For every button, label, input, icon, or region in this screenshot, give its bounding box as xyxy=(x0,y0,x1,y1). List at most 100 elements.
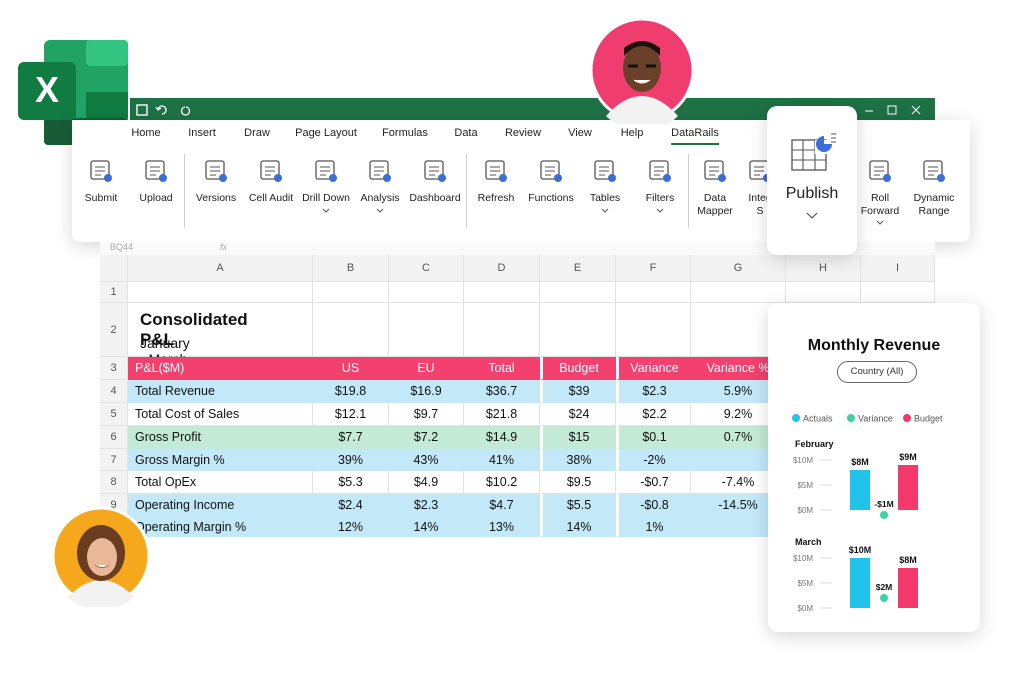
legend-label: Actuals xyxy=(803,414,833,424)
column-header: D xyxy=(464,255,540,282)
icon-accent xyxy=(274,174,282,182)
button-icon[interactable] xyxy=(702,158,728,184)
icon-frame xyxy=(315,160,335,180)
button-icon[interactable] xyxy=(921,158,947,184)
table-cell: $9.7 xyxy=(389,403,464,426)
icon-lines xyxy=(831,133,836,143)
ribbon-tab[interactable]: View xyxy=(568,127,592,139)
y-tick-label: $10M xyxy=(793,456,813,465)
bar xyxy=(850,558,870,608)
button-label[interactable]: Upload xyxy=(139,192,173,204)
icon-grid xyxy=(791,139,827,171)
table-cell: $39 xyxy=(540,380,616,403)
button-icon[interactable] xyxy=(203,158,229,184)
icon-frame xyxy=(649,160,669,180)
button-label[interactable]: Drill Down xyxy=(302,192,350,204)
card-title: Monthly Revenue xyxy=(807,337,941,354)
ribbon-tab[interactable]: Formulas xyxy=(382,127,428,139)
button-label[interactable]: Tables xyxy=(589,192,621,204)
separator xyxy=(466,154,467,228)
button-label[interactable]: Analysis xyxy=(360,192,400,204)
chevron xyxy=(806,212,818,219)
ribbon-tab[interactable]: Draw xyxy=(244,127,270,139)
button-label[interactable]: Versions xyxy=(195,192,237,204)
dropdown-chevron[interactable] xyxy=(601,208,609,214)
ribbon-tab[interactable]: DataRails xyxy=(671,127,719,145)
value-label: $2M xyxy=(876,582,893,592)
button-icon[interactable] xyxy=(538,158,564,184)
cell xyxy=(128,303,313,357)
button-label[interactable]: Functions xyxy=(528,192,574,204)
table-cell: 38% xyxy=(540,449,616,471)
dropdown-chevron[interactable] xyxy=(656,208,664,214)
cell xyxy=(389,282,464,303)
button-label[interactable]: Data Mapper xyxy=(697,192,733,217)
table-cell: Operating Margin % xyxy=(128,517,313,537)
dropdown-chevron[interactable] xyxy=(876,220,884,226)
ribbon-tab[interactable]: Help xyxy=(620,127,644,139)
table-cell: Operating Income xyxy=(128,494,313,517)
column-header: G xyxy=(691,255,786,282)
ribbon-tab[interactable]: Page Layout xyxy=(295,127,357,139)
close[interactable] xyxy=(911,105,921,115)
title-bar-icons xyxy=(136,104,921,116)
legend-swatch xyxy=(903,414,911,422)
column-header: A xyxy=(128,255,313,282)
dropdown-chevron[interactable] xyxy=(376,208,384,214)
chevron-path xyxy=(376,208,384,213)
icon-accent xyxy=(663,174,671,182)
ribbon-tab[interactable]: Insert xyxy=(188,127,216,139)
logo-letter: X xyxy=(35,69,59,110)
button-icon[interactable] xyxy=(143,158,169,184)
value-label: $8M xyxy=(851,457,869,467)
save-icon[interactable] xyxy=(136,104,148,116)
button-icon[interactable] xyxy=(592,158,618,184)
button-icon[interactable] xyxy=(647,158,673,184)
button-icon[interactable] xyxy=(258,158,284,184)
icon-frame xyxy=(869,160,889,180)
redo-icon[interactable] xyxy=(180,106,191,116)
avatar-body xyxy=(606,96,678,124)
button-icon[interactable] xyxy=(313,158,339,184)
table-cell: $21.8 xyxy=(464,403,540,426)
undo-icon[interactable] xyxy=(155,105,167,115)
avatar-head xyxy=(87,538,117,576)
publish-icon xyxy=(791,133,836,171)
maximize[interactable] xyxy=(887,105,897,115)
button-label[interactable]: Refresh xyxy=(477,192,515,204)
button-icon[interactable] xyxy=(483,158,509,184)
button-label[interactable]: Filters xyxy=(645,192,675,204)
icon-frame xyxy=(540,160,560,180)
filter-pill[interactable]: Country (All) xyxy=(837,361,917,383)
table-cell: $2.2 xyxy=(616,403,691,426)
icon-accent xyxy=(104,174,112,182)
publish-card[interactable]: Publish xyxy=(767,106,857,255)
button-label[interactable]: Cell Audit xyxy=(248,192,294,204)
chevron-path xyxy=(876,220,884,225)
icon-accent xyxy=(608,174,616,182)
dropdown-chevron[interactable] xyxy=(322,208,330,214)
button-label[interactable]: Integ S xyxy=(748,192,772,217)
table-cell: 1% xyxy=(616,517,691,537)
ribbon-tab[interactable]: Home xyxy=(131,127,161,139)
button-label[interactable]: Submit xyxy=(84,192,118,204)
table-cell: 14% xyxy=(389,517,464,537)
avatar-smile xyxy=(633,79,651,84)
cell xyxy=(616,282,691,303)
button-label[interactable]: Dashboard xyxy=(409,192,461,204)
ribbon-tab[interactable]: Review xyxy=(504,127,542,139)
table-cell: Total Revenue xyxy=(128,380,313,403)
row-header: 6 xyxy=(100,426,128,449)
icon-detail xyxy=(754,166,764,176)
button-icon[interactable] xyxy=(367,158,393,184)
name-box[interactable]: BQ44 xyxy=(110,242,134,252)
button-icon[interactable] xyxy=(88,158,114,184)
table-cell: $10.2 xyxy=(464,471,540,494)
button-label[interactable]: Dynamic Range xyxy=(913,192,955,217)
header-cell: Variance % xyxy=(691,357,786,380)
button-label[interactable]: Roll Forward xyxy=(860,192,900,217)
button-icon[interactable] xyxy=(867,158,893,184)
button-icon[interactable] xyxy=(422,158,448,184)
separator xyxy=(688,154,689,228)
ribbon-tab[interactable]: Data xyxy=(454,127,478,139)
